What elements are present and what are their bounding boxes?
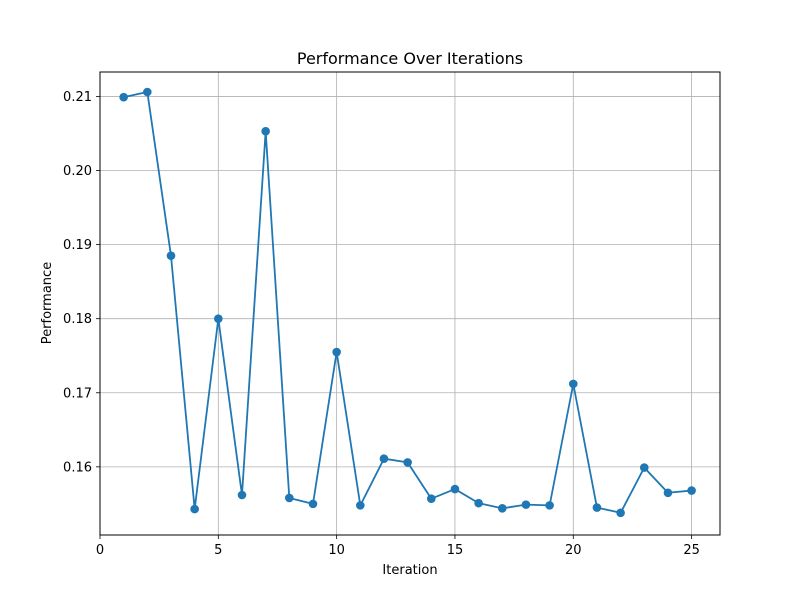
y-tick-label: 0.21 <box>63 90 92 105</box>
plot-frame <box>99 71 721 536</box>
y-axis: 0.16 0.17 0.18 0.19 0.20 0.21 <box>63 90 100 475</box>
data-point <box>214 314 223 323</box>
data-point <box>545 501 554 510</box>
data-point <box>237 490 247 500</box>
x-tick-label: 10 <box>328 543 345 558</box>
x-tick-label: 5 <box>214 543 222 558</box>
data-point <box>521 500 531 509</box>
x-tick-label: 15 <box>447 543 464 558</box>
data-point <box>616 508 625 518</box>
data-point <box>663 488 673 498</box>
data-point <box>592 503 602 512</box>
data-point <box>285 493 294 503</box>
y-axis-label: Performance <box>40 262 55 344</box>
data-point <box>497 504 507 513</box>
x-tick-label: 20 <box>565 543 582 558</box>
data-point <box>190 504 199 514</box>
data-point <box>687 486 696 495</box>
x-axis: 0 5 10 15 20 25 <box>96 535 700 558</box>
data-point <box>568 379 578 389</box>
x-tick-label: 25 <box>683 543 700 558</box>
data-point <box>403 458 412 467</box>
series-performance <box>119 87 696 518</box>
y-tick-label: 0.18 <box>63 312 92 327</box>
data-point <box>426 494 436 504</box>
data-point <box>356 501 365 510</box>
y-tick-label: 0.16 <box>63 460 92 475</box>
grid <box>99 72 720 535</box>
data-point <box>332 347 341 357</box>
chart-title: Performance Over Iterations <box>297 49 523 68</box>
y-tick-label: 0.19 <box>63 238 92 253</box>
data-point <box>379 454 389 463</box>
y-tick-label: 0.17 <box>63 386 92 401</box>
data-point <box>166 251 176 261</box>
data-point <box>308 499 318 509</box>
data-point <box>261 126 270 136</box>
y-tick-label: 0.20 <box>63 164 92 179</box>
data-point <box>639 463 649 472</box>
data-point <box>474 498 483 508</box>
data-point <box>119 92 128 102</box>
data-point <box>143 87 152 97</box>
x-axis-label: Iteration <box>382 563 437 578</box>
x-tick-label: 0 <box>96 543 104 558</box>
data-point <box>450 484 460 494</box>
